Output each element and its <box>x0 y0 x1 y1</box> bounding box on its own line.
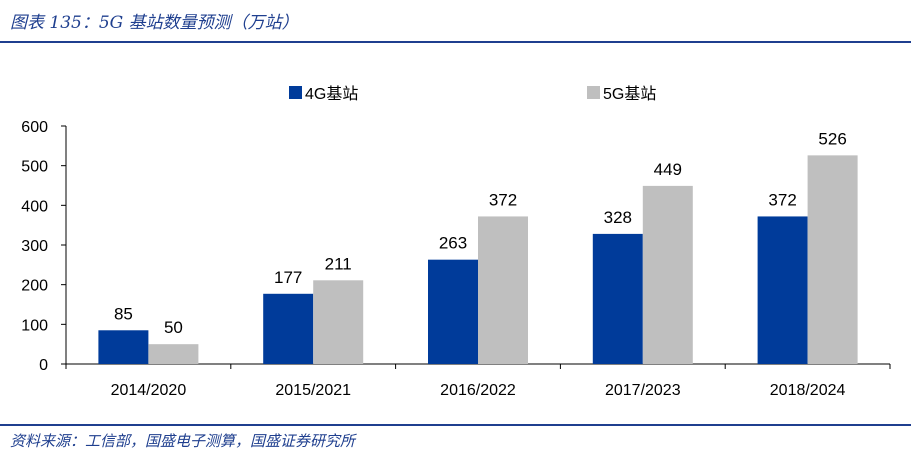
data-label-5g: 211 <box>325 254 352 273</box>
x-tick-label: 2015/2021 <box>275 382 351 399</box>
data-label-5g: 50 <box>164 318 183 337</box>
bar-4g <box>592 233 643 364</box>
bar-5g <box>313 280 364 364</box>
legend-label-5g: 5G基站 <box>603 85 656 103</box>
data-label-5g: 526 <box>818 129 846 148</box>
y-tick-label: 300 <box>21 238 48 255</box>
x-tick-label: 2017/2023 <box>605 382 681 399</box>
bar-5g <box>478 216 528 364</box>
source-note: 资料来源：工信部，国盛电子测算，国盛证券研究所 <box>10 432 356 450</box>
y-tick-label: 600 <box>21 119 48 136</box>
legend-swatch-5g <box>587 86 600 99</box>
y-tick-label: 500 <box>21 159 48 176</box>
header-divider <box>0 41 911 43</box>
x-tick-label: 2016/2022 <box>440 382 516 399</box>
bar-5g <box>807 155 858 364</box>
bar-chart: 0 100 200 300 400 500 600 85 50 2014/2020 177 211 20… <box>21 85 891 399</box>
data-label-4g: 372 <box>768 190 796 209</box>
bar-4g <box>263 293 314 364</box>
data-label-4g: 85 <box>114 304 133 323</box>
data-label-4g: 263 <box>439 234 467 253</box>
chart-title: 图表 135：5G 基站数量预测（万站） <box>10 13 299 33</box>
data-label-5g: 449 <box>654 160 682 179</box>
bar-4g <box>428 259 478 364</box>
x-tick-label: 2018/2024 <box>770 382 846 399</box>
footer-divider <box>0 424 911 426</box>
bar-5g <box>148 344 199 364</box>
data-label-4g: 177 <box>274 268 302 287</box>
y-tick-label: 400 <box>21 198 48 215</box>
data-label-4g: 328 <box>604 208 632 227</box>
y-tick-label: 0 <box>39 357 48 374</box>
data-label-5g: 372 <box>489 190 517 209</box>
y-tick-label: 200 <box>21 278 48 295</box>
x-tick-label: 2014/2020 <box>111 382 187 399</box>
bar-5g <box>642 185 693 364</box>
legend-swatch-4g <box>289 86 302 99</box>
legend-label-4g: 4G基站 <box>305 85 358 103</box>
bar-4g <box>757 216 808 364</box>
bar-4g <box>98 330 149 364</box>
y-tick-label: 100 <box>21 317 48 334</box>
